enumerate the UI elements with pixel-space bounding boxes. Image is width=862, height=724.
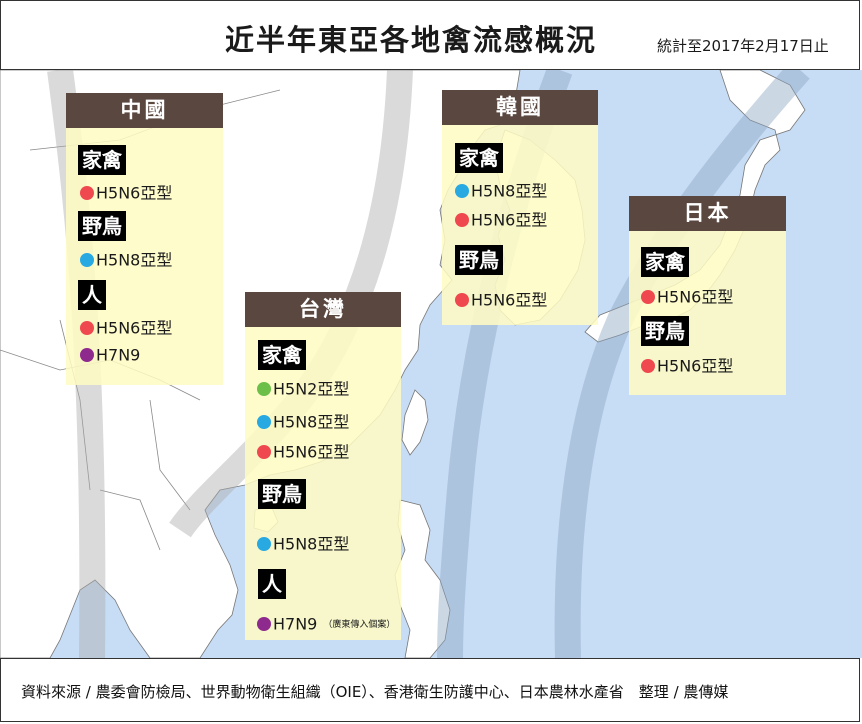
china-human-item-1: H5N6亞型 xyxy=(80,317,172,339)
taiwan-poultry-item-3: H5N6亞型 xyxy=(257,441,349,463)
china-human-item-2: H7N9 xyxy=(80,344,140,366)
panel-japan-title: 日本 xyxy=(629,196,786,231)
taiwan-human-item-1: H7N9 （廣東傳入個案） xyxy=(257,613,395,635)
source-credit: 資料來源 / 農委會防檢局、世界動物衛生組織（OIE）、香港衛生防護中心、日本農… xyxy=(21,683,729,701)
taiwan-category-poultry: 家禽 xyxy=(258,340,306,370)
japan-category-poultry: 家禽 xyxy=(641,247,689,277)
panel-korea: 韓國 家禽 H5N8亞型 H5N6亞型 野鳥 H5N6亞型 xyxy=(442,90,598,325)
china-category-wild-birds: 野鳥 xyxy=(78,211,126,241)
taiwan-poultry-item-1: H5N2亞型 xyxy=(257,378,349,400)
blue-dot-icon xyxy=(257,414,271,429)
china-poultry-item-1: H5N6亞型 xyxy=(80,182,172,204)
red-dot-icon xyxy=(455,292,469,307)
panel-china-title: 中國 xyxy=(66,93,223,128)
red-dot-icon xyxy=(80,185,94,200)
china-category-poultry: 家禽 xyxy=(78,145,126,175)
red-dot-icon xyxy=(455,212,469,227)
red-dot-icon xyxy=(257,444,271,459)
panel-japan: 日本 家禽 H5N6亞型 野鳥 H5N6亞型 xyxy=(629,196,786,395)
korea-poultry-item-2: H5N6亞型 xyxy=(455,209,547,231)
blue-dot-icon xyxy=(257,536,271,551)
panel-taiwan: 台灣 家禽 H5N2亞型 H5N8亞型 H5N6亞型 野鳥 H5N8亞型 人 H… xyxy=(245,292,401,640)
korea-poultry-item-1: H5N8亞型 xyxy=(455,180,547,202)
flyway-japan xyxy=(554,70,810,658)
footer-bar: 資料來源 / 農委會防檢局、世界動物衛生組織（OIE）、香港衛生防護中心、日本農… xyxy=(0,658,860,722)
header-bar: 近半年東亞各地禽流感概況 統計至2017年2月17日止 xyxy=(0,0,860,70)
korea-category-poultry: 家禽 xyxy=(455,143,503,173)
blue-dot-icon xyxy=(455,183,469,198)
japan-category-wild-birds: 野鳥 xyxy=(641,316,689,346)
page-subtitle: 統計至2017年2月17日止 xyxy=(657,37,829,55)
philippines-landmass xyxy=(394,499,451,658)
panel-china: 中國 家禽 H5N6亞型 野鳥 H5N8亞型 人 H5N6亞型 H7N9 xyxy=(66,93,223,385)
panel-korea-title: 韓國 xyxy=(442,90,598,125)
taiwan-wild-item-1: H5N8亞型 xyxy=(257,533,349,555)
taiwan-landmass xyxy=(401,389,429,456)
taiwan-category-human: 人 xyxy=(258,569,286,599)
taiwan-poultry-item-2: H5N8亞型 xyxy=(257,411,349,433)
taiwan-category-wild-birds: 野鳥 xyxy=(258,479,306,509)
red-dot-icon xyxy=(641,289,655,304)
red-dot-icon xyxy=(641,358,655,373)
korea-wild-item-1: H5N6亞型 xyxy=(455,289,547,311)
japan-wild-item-1: H5N6亞型 xyxy=(641,355,733,377)
purple-dot-icon xyxy=(257,616,271,631)
blue-dot-icon xyxy=(80,252,94,267)
page-title: 近半年東亞各地禽流感概況 xyxy=(225,23,598,57)
purple-dot-icon xyxy=(80,347,94,362)
panel-taiwan-title: 台灣 xyxy=(245,292,401,327)
green-dot-icon xyxy=(257,381,271,396)
red-dot-icon xyxy=(80,320,94,335)
china-wild-item-1: H5N8亞型 xyxy=(80,249,172,271)
japan-poultry-item-1: H5N6亞型 xyxy=(641,286,733,308)
china-category-human: 人 xyxy=(78,280,106,310)
taiwan-human-note: （廣東傳入個案） xyxy=(323,619,396,630)
korea-category-wild-birds: 野鳥 xyxy=(455,245,503,275)
